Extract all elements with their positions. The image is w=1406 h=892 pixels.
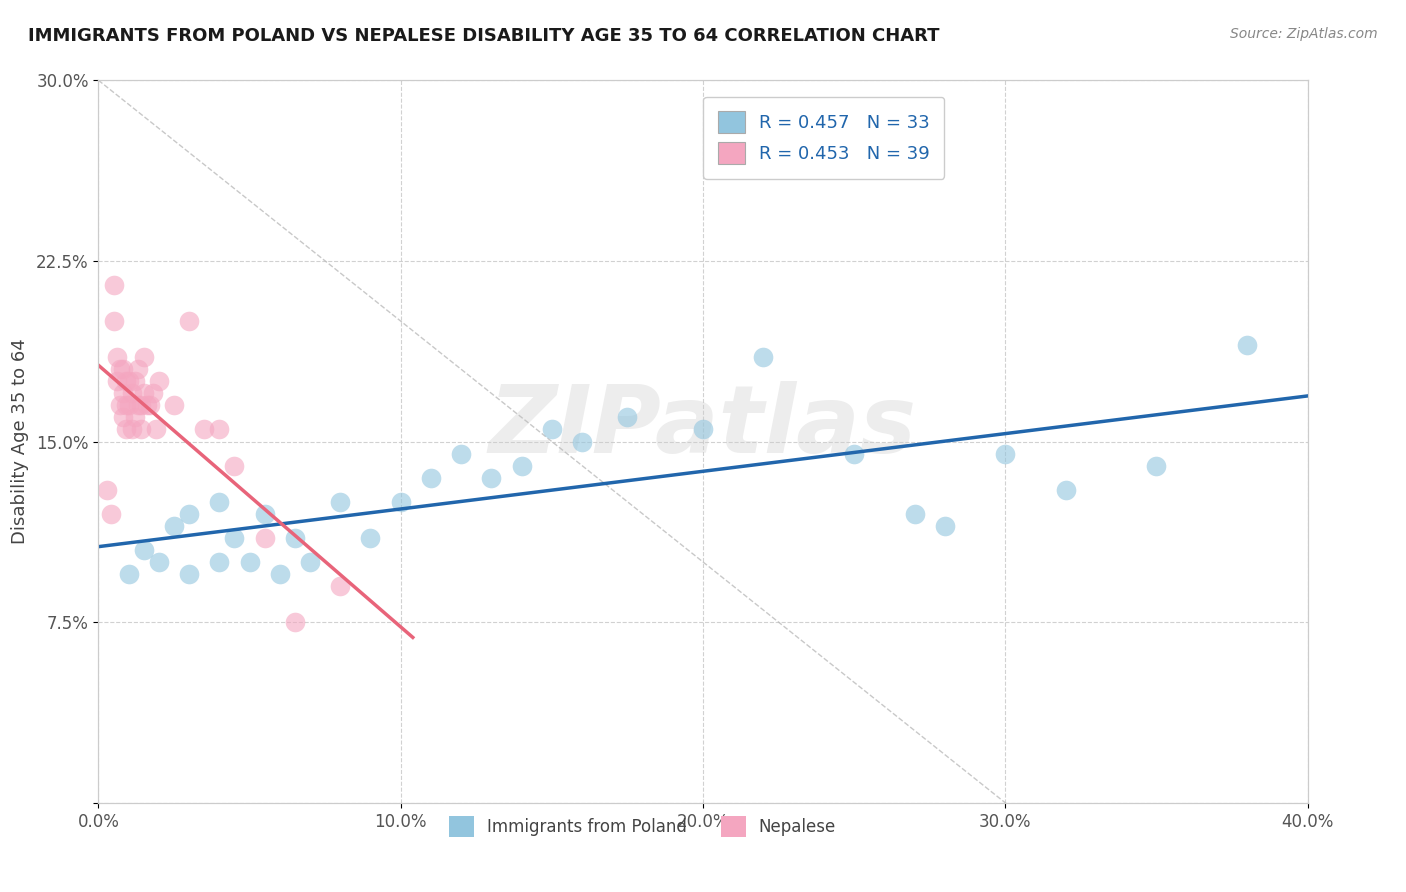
Point	[193, 422, 215, 436]
Text: IMMIGRANTS FROM POLAND VS NEPALESE DISABILITY AGE 35 TO 64 CORRELATION CHART: IMMIGRANTS FROM POLAND VS NEPALESE DISAB…	[28, 27, 939, 45]
Point	[163, 518, 186, 533]
Point	[299, 555, 322, 569]
Point	[127, 398, 149, 412]
Point	[1054, 483, 1077, 497]
Point	[269, 567, 291, 582]
Point	[105, 350, 128, 364]
Point	[224, 458, 246, 473]
Point	[108, 398, 131, 412]
Point	[111, 410, 134, 425]
Point	[111, 386, 134, 401]
Point	[114, 374, 136, 388]
Text: Source: ZipAtlas.com: Source: ZipAtlas.com	[1230, 27, 1378, 41]
Point	[145, 422, 167, 436]
Point	[360, 531, 382, 545]
Point	[179, 314, 201, 328]
Point	[239, 555, 262, 569]
Text: ZIPatlas: ZIPatlas	[489, 381, 917, 473]
Point	[129, 422, 152, 436]
Point	[450, 446, 472, 460]
Point	[571, 434, 593, 449]
Point	[540, 422, 562, 436]
Point	[179, 507, 201, 521]
Point	[114, 422, 136, 436]
Y-axis label: Disability Age 35 to 64: Disability Age 35 to 64	[11, 339, 30, 544]
Point	[142, 386, 165, 401]
Point	[692, 422, 714, 436]
Point	[148, 555, 170, 569]
Point	[96, 483, 118, 497]
Point	[904, 507, 927, 521]
Point	[844, 446, 866, 460]
Point	[103, 277, 125, 292]
Point	[284, 531, 307, 545]
Point	[510, 458, 533, 473]
Point	[148, 374, 170, 388]
Point	[121, 386, 143, 401]
Point	[121, 422, 143, 436]
Point	[163, 398, 186, 412]
Point	[420, 470, 443, 484]
Point	[389, 494, 412, 508]
Point	[616, 410, 638, 425]
Point	[127, 362, 149, 376]
Point	[481, 470, 503, 484]
Point	[994, 446, 1017, 460]
Point	[132, 386, 155, 401]
Point	[752, 350, 775, 364]
Point	[253, 531, 276, 545]
Point	[129, 398, 152, 412]
Legend: Immigrants from Poland, Nepalese: Immigrants from Poland, Nepalese	[440, 808, 845, 845]
Point	[105, 374, 128, 388]
Point	[934, 518, 956, 533]
Point	[284, 615, 307, 630]
Point	[118, 374, 141, 388]
Point	[208, 422, 231, 436]
Point	[132, 542, 155, 557]
Point	[100, 507, 122, 521]
Point	[329, 494, 352, 508]
Point	[1144, 458, 1167, 473]
Point	[135, 398, 157, 412]
Point	[114, 398, 136, 412]
Point	[179, 567, 201, 582]
Point	[208, 555, 231, 569]
Point	[329, 579, 352, 593]
Point	[108, 362, 131, 376]
Point	[111, 362, 134, 376]
Point	[224, 531, 246, 545]
Point	[124, 410, 146, 425]
Point	[118, 398, 141, 412]
Point	[118, 567, 141, 582]
Point	[103, 314, 125, 328]
Point	[132, 350, 155, 364]
Point	[139, 398, 162, 412]
Point	[124, 374, 146, 388]
Point	[208, 494, 231, 508]
Point	[253, 507, 276, 521]
Point	[1236, 338, 1258, 352]
